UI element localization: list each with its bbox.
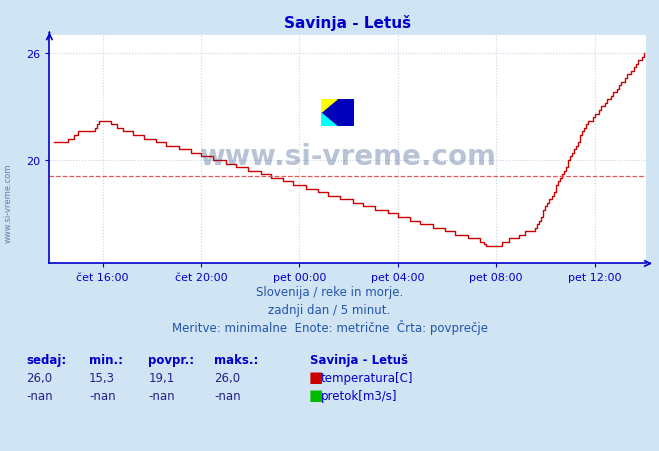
Text: pretok[m3/s]: pretok[m3/s] xyxy=(321,389,397,402)
Text: www.si-vreme.com: www.si-vreme.com xyxy=(199,143,496,171)
Text: temperatura[C]: temperatura[C] xyxy=(321,371,413,384)
Text: Slovenija / reke in morje.: Slovenija / reke in morje. xyxy=(256,285,403,299)
Title: Savinja - Letuš: Savinja - Letuš xyxy=(284,15,411,31)
Text: 26,0: 26,0 xyxy=(214,371,241,384)
Text: 26,0: 26,0 xyxy=(26,371,53,384)
Text: min.:: min.: xyxy=(89,353,123,366)
Text: -nan: -nan xyxy=(89,389,115,402)
Text: maks.:: maks.: xyxy=(214,353,258,366)
Text: -nan: -nan xyxy=(26,389,53,402)
Text: www.si-vreme.com: www.si-vreme.com xyxy=(3,163,13,243)
Text: 19,1: 19,1 xyxy=(148,371,175,384)
Text: povpr.:: povpr.: xyxy=(148,353,194,366)
Text: ■: ■ xyxy=(308,369,323,384)
Text: 15,3: 15,3 xyxy=(89,371,115,384)
Text: zadnji dan / 5 minut.: zadnji dan / 5 minut. xyxy=(268,304,391,317)
Text: ■: ■ xyxy=(308,387,323,402)
Text: sedaj:: sedaj: xyxy=(26,353,67,366)
Text: -nan: -nan xyxy=(148,389,175,402)
Text: -nan: -nan xyxy=(214,389,241,402)
Text: Savinja - Letuš: Savinja - Letuš xyxy=(310,353,408,366)
Text: Meritve: minimalne  Enote: metrične  Črta: povprečje: Meritve: minimalne Enote: metrične Črta:… xyxy=(171,319,488,335)
